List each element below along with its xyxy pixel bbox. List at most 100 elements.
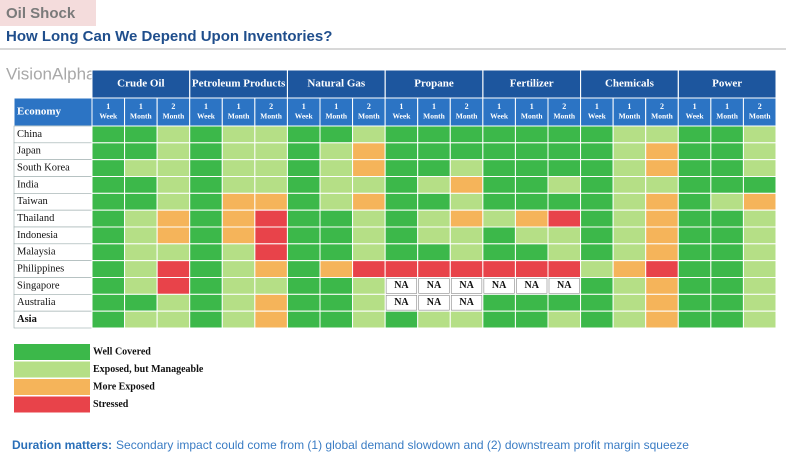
cell (514, 125, 549, 144)
cell (254, 243, 288, 262)
cell (189, 176, 223, 194)
legend-swatch (14, 361, 90, 378)
cell (482, 243, 516, 262)
subheader-num: 1 (627, 102, 631, 111)
subheader-unit: Month (358, 112, 380, 121)
cell (384, 243, 419, 262)
cell (384, 310, 419, 329)
cell (352, 125, 386, 144)
legend-swatch (14, 396, 90, 413)
cell (482, 293, 516, 312)
subheader-num: 2 (562, 102, 566, 111)
cell (677, 192, 712, 211)
cell-label: NA (427, 297, 442, 308)
cell (189, 192, 223, 211)
cell (156, 176, 191, 194)
subheader-unit: Week (99, 112, 118, 121)
subheader-num: 1 (139, 102, 143, 111)
cell (677, 209, 712, 228)
cell (221, 293, 256, 312)
cell (677, 125, 712, 144)
cell (612, 209, 647, 228)
cell (710, 260, 744, 278)
legend-swatch (14, 344, 90, 360)
cell (156, 310, 191, 329)
cell (645, 277, 679, 295)
row-label: Thailand (17, 213, 55, 224)
cell (710, 243, 744, 262)
subheader-num: 1 (595, 102, 599, 111)
cell (254, 310, 288, 329)
cell (124, 310, 158, 329)
cell (385, 295, 418, 311)
cell (319, 176, 354, 194)
cell (580, 209, 614, 228)
cell (124, 159, 158, 178)
cell (319, 142, 354, 161)
cell (124, 176, 158, 194)
cell (482, 310, 516, 329)
cell (547, 142, 582, 161)
subheader-num: 2 (269, 102, 273, 111)
row-label: Indonesia (17, 230, 58, 241)
cell (742, 310, 777, 329)
subheader-num: 1 (106, 102, 110, 111)
subheader-cell (677, 97, 712, 127)
cell (417, 209, 451, 228)
subheader-num: 2 (367, 102, 371, 111)
cell (124, 125, 158, 144)
cell (580, 277, 614, 295)
cell (286, 142, 321, 161)
subheader-unit: Month (619, 112, 641, 121)
cell (254, 277, 288, 295)
cell (547, 310, 582, 329)
cell (319, 159, 354, 178)
cell (677, 277, 712, 295)
cell-label: NA (524, 280, 539, 291)
cell (449, 209, 484, 228)
cell (91, 159, 126, 178)
cell (156, 243, 191, 262)
footer-lead: Duration matters: (12, 438, 112, 452)
cell (221, 226, 256, 245)
cell (449, 226, 484, 245)
cell (710, 209, 744, 228)
cell (352, 243, 386, 262)
cell (612, 176, 647, 194)
group-label: Power (712, 78, 742, 90)
cell (91, 176, 126, 194)
cell (450, 278, 483, 294)
cell (547, 260, 582, 278)
cell (710, 142, 744, 161)
cell (254, 293, 288, 312)
cell (449, 243, 484, 262)
cell (189, 142, 223, 161)
cell (189, 159, 223, 178)
cell (221, 277, 256, 295)
cell (548, 278, 580, 294)
cell (547, 209, 582, 228)
subheader-unit: Week (392, 112, 411, 121)
cell (91, 192, 126, 211)
cell (221, 260, 256, 278)
cell (352, 226, 386, 245)
subheader-unit: Week (588, 112, 607, 121)
subheader-unit: Month (521, 112, 543, 121)
cell (189, 293, 223, 312)
cell (286, 176, 321, 194)
row-label: Australia (17, 297, 56, 308)
cell (384, 260, 419, 278)
group-label: Chemicals (605, 78, 655, 90)
cell (516, 278, 548, 294)
cell (417, 159, 451, 178)
cell (156, 260, 191, 278)
legend-label: Stressed (93, 399, 129, 410)
cell (221, 159, 256, 178)
cell (91, 310, 126, 329)
cell (384, 176, 419, 194)
cell (254, 125, 288, 144)
cell (645, 159, 679, 178)
subheader-unit: Month (716, 112, 738, 121)
cell (482, 125, 516, 144)
cell (482, 159, 516, 178)
